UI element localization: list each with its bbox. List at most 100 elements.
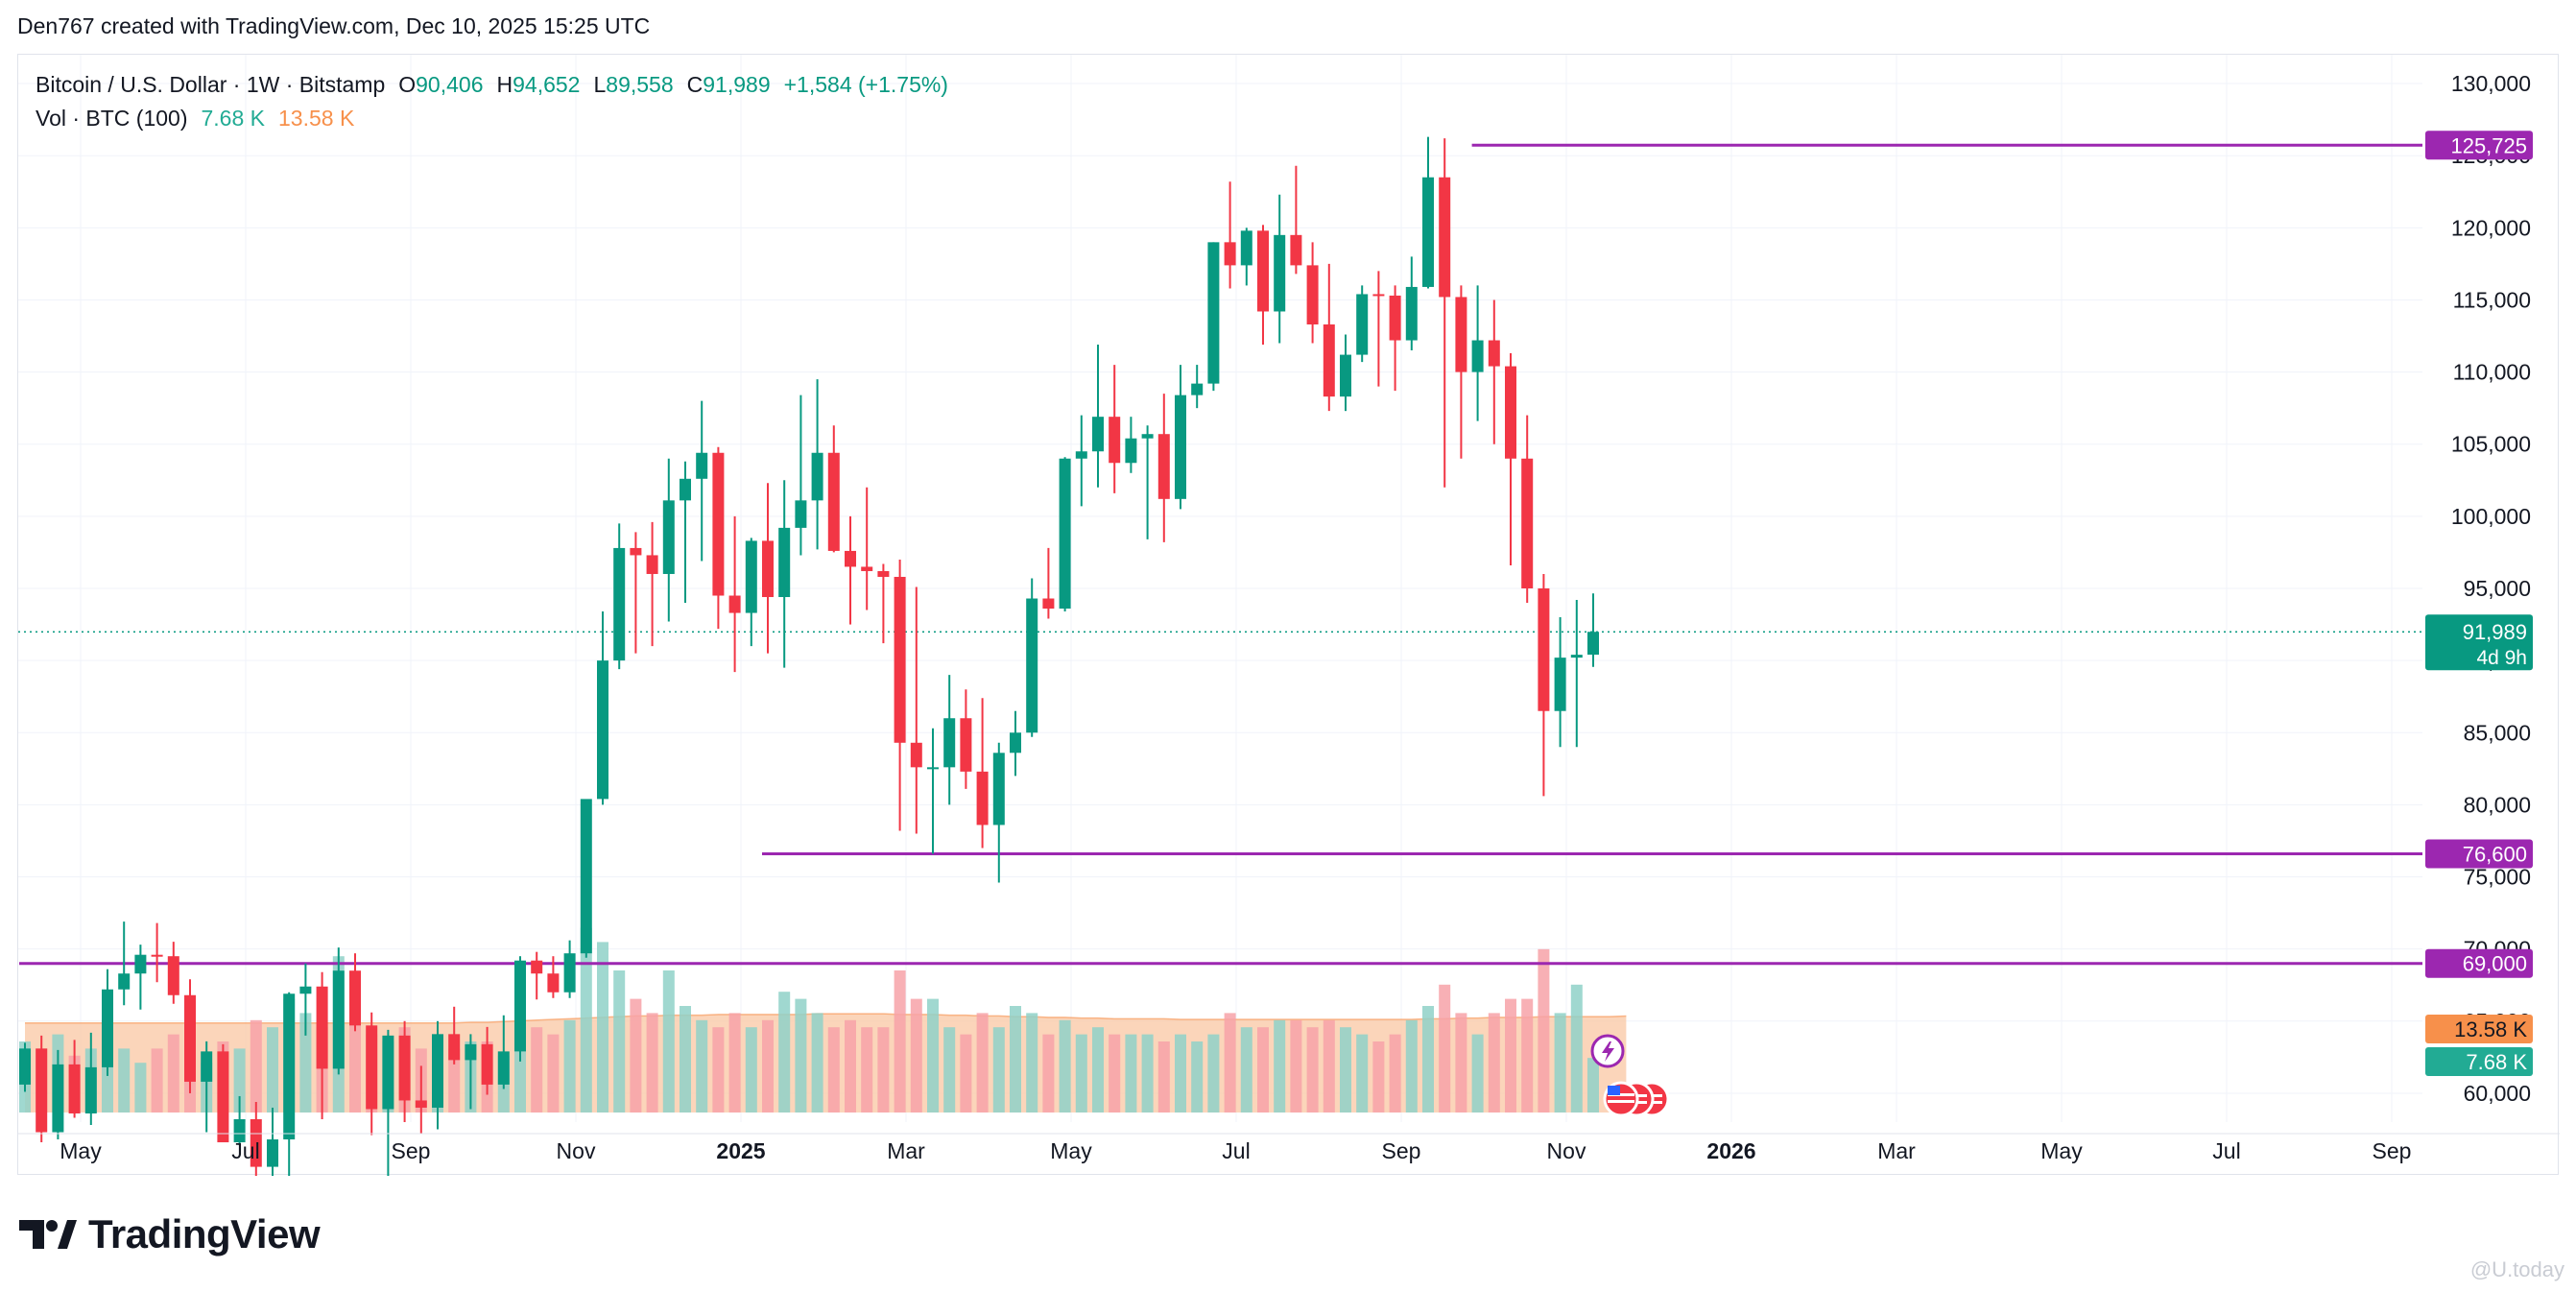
candle-body	[1587, 632, 1599, 656]
volume-bar	[1455, 1013, 1467, 1113]
volume-bar	[597, 942, 608, 1113]
candle-body	[1026, 598, 1038, 733]
candle-body	[316, 986, 328, 1069]
x-tick-label: Jul	[1222, 1138, 1250, 1163]
volume-bar	[943, 1027, 956, 1113]
volume-bar	[976, 1013, 989, 1113]
x-tick-label: Sep	[392, 1138, 431, 1163]
candle-body	[432, 1034, 443, 1108]
candle-body	[332, 970, 345, 1069]
volume-bar	[1372, 1041, 1385, 1113]
candle	[1207, 242, 1220, 392]
candle	[1455, 285, 1467, 459]
high-value: 94,652	[513, 72, 581, 97]
candle-body	[134, 954, 147, 974]
y-tick-label: 80,000	[2464, 792, 2531, 817]
candle-body	[1109, 417, 1121, 464]
volume-bar	[1405, 1019, 1418, 1113]
candle	[762, 483, 774, 654]
low-value: 89,558	[606, 72, 674, 97]
candle-body	[877, 570, 890, 577]
candle-body	[1306, 265, 1319, 325]
candle	[662, 458, 675, 622]
chart-credit: Den767 created with TradingView.com, Dec…	[17, 13, 651, 38]
grid-layer	[18, 55, 2422, 1122]
candle-body	[201, 1051, 213, 1082]
volume-bar	[1538, 948, 1550, 1113]
level-layer	[18, 143, 2422, 966]
volume-bar	[349, 998, 361, 1113]
candle	[845, 515, 856, 625]
volume-bar	[646, 1013, 658, 1113]
candle	[728, 515, 741, 673]
candle	[1538, 573, 1550, 797]
candle-body	[1455, 297, 1467, 372]
candle	[1042, 547, 1055, 619]
y-tick-label: 85,000	[2464, 720, 2531, 745]
candle	[861, 487, 873, 610]
candle	[877, 563, 890, 644]
volume-bar	[1290, 1019, 1302, 1113]
candle-layer	[19, 136, 1599, 1176]
candle-body	[465, 1043, 477, 1061]
us-flag-event-icons[interactable]	[1603, 1081, 1670, 1117]
candle-body	[943, 718, 956, 768]
volume-bar	[1257, 1027, 1269, 1113]
level-tag	[2425, 948, 2533, 978]
candle	[894, 559, 906, 831]
volume-indicator-name[interactable]: Vol · BTC (100)	[36, 106, 188, 131]
tradingview-logo[interactable]: TradingView	[19, 1211, 321, 1257]
symbol-name[interactable]: Bitcoin / U.S. Dollar · 1W · Bitstamp	[36, 72, 386, 97]
candle-body	[580, 799, 592, 954]
volume-bar	[827, 1027, 840, 1113]
candle	[398, 1020, 411, 1122]
last-price-tag	[2425, 614, 2533, 671]
candle	[1488, 299, 1500, 444]
candle	[1439, 138, 1451, 488]
candle	[233, 1095, 246, 1146]
chart-panel[interactable]: 60,00065,00070,00075,00080,00085,00090,0…	[17, 54, 2560, 1176]
candle-body	[1207, 242, 1220, 384]
candle-body	[283, 993, 296, 1140]
candle	[1340, 334, 1351, 412]
candlestick-chart[interactable]: 60,00065,00070,00075,00080,00085,00090,0…	[18, 55, 2560, 1176]
volume-bar	[233, 1048, 246, 1113]
candle	[1026, 578, 1038, 737]
tradingview-brand-text: TradingView	[88, 1211, 321, 1256]
candle	[1010, 710, 1021, 777]
candle-body	[151, 954, 163, 957]
flash-event-icon[interactable]	[1590, 1034, 1625, 1068]
candle	[1257, 225, 1269, 346]
candle-body	[102, 989, 113, 1067]
candle	[52, 1049, 64, 1140]
candle	[1422, 136, 1434, 289]
candle-body	[960, 718, 972, 772]
x-tick-label: Jul	[231, 1138, 259, 1163]
candle	[680, 461, 691, 604]
volume-bar	[1488, 1013, 1500, 1113]
volume-bar	[1439, 984, 1451, 1113]
volume-bar	[1191, 1041, 1204, 1113]
candle	[432, 1020, 443, 1130]
candle	[267, 1107, 278, 1176]
volume-bar	[1010, 1006, 1021, 1113]
y-tick-label: 95,000	[2464, 576, 2531, 601]
volume-bar	[1125, 1034, 1137, 1113]
candle	[646, 521, 658, 647]
volume-bar	[1554, 1013, 1566, 1113]
open-value: 90,406	[416, 72, 484, 97]
candle	[795, 395, 807, 556]
candle-body	[728, 595, 741, 613]
candle-body	[1042, 598, 1055, 610]
volume-bar	[1422, 1006, 1434, 1113]
volume-ma-tag-label: 13.58 K	[2454, 1017, 2527, 1041]
candle-body	[712, 452, 725, 596]
volume-value: 7.68 K	[201, 106, 266, 131]
candle	[976, 698, 989, 849]
y-tick-label: 120,000	[2451, 215, 2531, 240]
volume-bar	[1157, 1041, 1170, 1113]
candle-body	[811, 452, 823, 501]
low-label: L	[593, 72, 607, 97]
candle	[497, 1015, 510, 1089]
candle-body	[1257, 230, 1269, 312]
